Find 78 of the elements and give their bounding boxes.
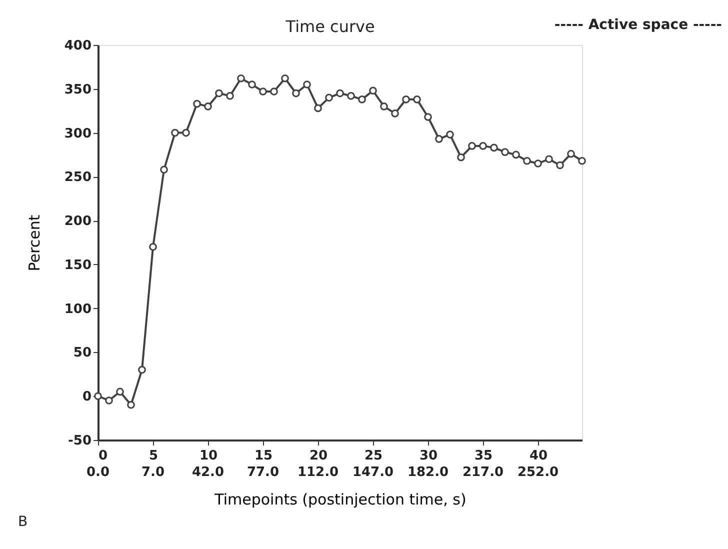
text: 0.0 <box>86 465 110 480</box>
point <box>226 92 234 100</box>
text: ----- Active space ----- <box>554 17 722 33</box>
point <box>501 148 509 156</box>
point <box>204 102 212 110</box>
point <box>534 160 542 168</box>
y-tick-label: 100 <box>64 302 92 317</box>
x-tick-label: 35 <box>474 448 493 464</box>
text: 252.0 <box>517 465 559 480</box>
point <box>171 128 179 137</box>
text: 42.0 <box>192 465 224 480</box>
point <box>512 150 520 159</box>
text: 112.0 <box>297 465 339 480</box>
y-tick-label: 400 <box>64 38 92 54</box>
point <box>336 89 344 98</box>
point <box>523 156 531 165</box>
chart-title: Time curve <box>284 17 375 36</box>
point <box>545 155 553 164</box>
text: 147.0 <box>352 465 394 480</box>
y-tick-label: 0 <box>82 390 92 405</box>
point <box>270 88 278 96</box>
y-tick-label: 150 <box>64 258 92 273</box>
point <box>259 88 267 96</box>
point <box>127 400 135 409</box>
x-tick-label: 25 <box>364 448 383 464</box>
text: 77.0 <box>246 465 280 480</box>
point <box>468 142 476 150</box>
point <box>94 392 102 400</box>
text: B <box>18 514 28 530</box>
point <box>193 100 201 108</box>
point <box>358 96 366 104</box>
point <box>160 166 168 174</box>
point <box>369 86 377 95</box>
point <box>413 96 421 104</box>
point <box>182 128 190 137</box>
point <box>281 74 289 82</box>
point <box>149 242 157 251</box>
y-tick-label: 300 <box>64 126 92 142</box>
point <box>479 142 487 150</box>
x-tick-label: 10 <box>199 448 218 464</box>
point <box>215 89 223 98</box>
x-tick-label: 40 <box>529 448 548 464</box>
point <box>138 366 146 374</box>
point <box>457 153 465 162</box>
y-tick-label: 350 <box>64 82 92 98</box>
text: 7.0 <box>141 465 165 480</box>
x-tick-label: 5 <box>148 448 158 464</box>
point <box>116 388 124 396</box>
point <box>303 80 311 88</box>
point <box>556 161 564 170</box>
point <box>435 135 443 143</box>
y-tick-label: 250 <box>64 170 92 186</box>
point <box>380 102 388 110</box>
point <box>314 104 322 112</box>
y-axis-title: Percent <box>25 214 44 272</box>
point <box>347 92 355 100</box>
point <box>567 150 575 158</box>
point <box>490 144 498 152</box>
text: 217.0 <box>462 465 504 480</box>
point <box>292 89 300 98</box>
y-tick-label: 200 <box>64 214 92 230</box>
x-axis-title: Timepoints (postinjection time, s) <box>214 490 466 508</box>
y-tick-label: 50 <box>73 346 92 361</box>
point <box>105 396 113 404</box>
y-tick-label: -50 <box>68 434 92 448</box>
point <box>578 156 586 165</box>
point <box>237 74 245 82</box>
x-tick-label: 30 <box>419 448 438 464</box>
point <box>248 80 256 88</box>
point <box>424 113 432 121</box>
point <box>402 96 410 104</box>
text: 182.0 <box>407 465 449 480</box>
point <box>391 110 399 118</box>
point <box>325 94 333 102</box>
x-tick-label: 15 <box>254 448 273 464</box>
x-tick-label: 0 <box>98 448 108 464</box>
point <box>446 130 454 138</box>
x-tick-label: 20 <box>309 448 328 464</box>
